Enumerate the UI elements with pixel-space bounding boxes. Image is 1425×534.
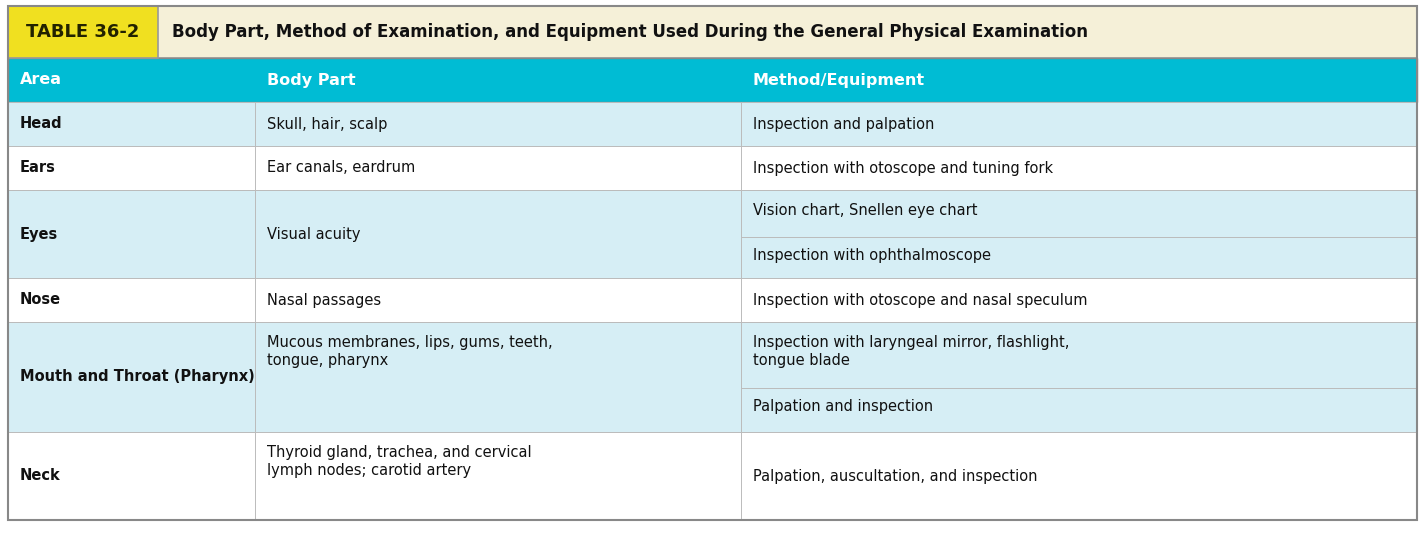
Text: Ears: Ears xyxy=(20,161,56,176)
Bar xyxy=(9,58,1416,102)
Text: tongue, pharynx: tongue, pharynx xyxy=(266,353,388,368)
Bar xyxy=(9,102,1416,146)
Text: Neck: Neck xyxy=(20,468,61,483)
Text: Palpation and inspection: Palpation and inspection xyxy=(752,399,933,414)
Text: TABLE 36-2: TABLE 36-2 xyxy=(26,23,140,41)
Bar xyxy=(9,322,1416,432)
Text: Eyes: Eyes xyxy=(20,226,58,241)
Text: tongue blade: tongue blade xyxy=(752,353,849,368)
Text: Thyroid gland, trachea, and cervical: Thyroid gland, trachea, and cervical xyxy=(266,445,532,460)
Bar xyxy=(9,6,158,58)
Bar xyxy=(9,146,1416,190)
Text: Head: Head xyxy=(20,116,63,131)
Text: Inspection with otoscope and tuning fork: Inspection with otoscope and tuning fork xyxy=(752,161,1053,176)
Text: Method/Equipment: Method/Equipment xyxy=(752,73,925,88)
Text: Inspection and palpation: Inspection and palpation xyxy=(752,116,933,131)
Bar xyxy=(9,6,1416,58)
Text: Visual acuity: Visual acuity xyxy=(266,226,361,241)
Bar xyxy=(9,190,1416,278)
Bar xyxy=(9,432,1416,520)
Text: Inspection with laryngeal mirror, flashlight,: Inspection with laryngeal mirror, flashl… xyxy=(752,335,1069,350)
Text: Mucous membranes, lips, gums, teeth,: Mucous membranes, lips, gums, teeth, xyxy=(266,335,553,350)
Text: Body Part, Method of Examination, and Equipment Used During the General Physical: Body Part, Method of Examination, and Eq… xyxy=(172,23,1089,41)
Text: Skull, hair, scalp: Skull, hair, scalp xyxy=(266,116,388,131)
Bar xyxy=(9,278,1416,322)
Text: Nose: Nose xyxy=(20,293,61,308)
Text: Inspection with ophthalmoscope: Inspection with ophthalmoscope xyxy=(752,248,990,263)
Text: Palpation, auscultation, and inspection: Palpation, auscultation, and inspection xyxy=(752,468,1037,483)
Text: Ear canals, eardrum: Ear canals, eardrum xyxy=(266,161,415,176)
Text: Vision chart, Snellen eye chart: Vision chart, Snellen eye chart xyxy=(752,203,978,218)
Text: Inspection with otoscope and nasal speculum: Inspection with otoscope and nasal specu… xyxy=(752,293,1087,308)
Text: Area: Area xyxy=(20,73,63,88)
Text: Body Part: Body Part xyxy=(266,73,355,88)
Text: Nasal passages: Nasal passages xyxy=(266,293,380,308)
Text: Mouth and Throat (Pharynx): Mouth and Throat (Pharynx) xyxy=(20,370,255,384)
Text: lymph nodes; carotid artery: lymph nodes; carotid artery xyxy=(266,463,470,478)
